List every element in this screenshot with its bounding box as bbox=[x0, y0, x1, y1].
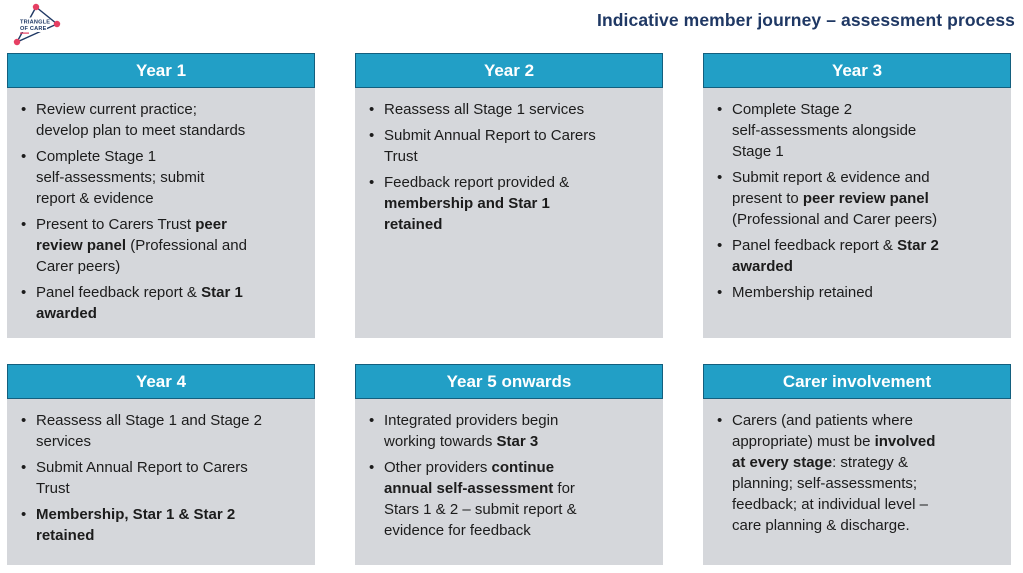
card-title: Year 2 bbox=[483, 60, 535, 80]
top-bar: TRIANGLE OF CARE Indicative member journ… bbox=[0, 0, 1023, 48]
card-title: Year 3 bbox=[831, 60, 883, 80]
card-body: Reassess all Stage 1 and Stage 2 service… bbox=[7, 399, 315, 565]
bullet-text-bold: membership and Star 1 retained bbox=[384, 195, 550, 233]
card-year-2: Year 2 Reassess all Stage 1 services Submi… bbox=[355, 53, 663, 338]
bullet-text-bold: involved at every stage bbox=[732, 433, 936, 471]
card-title: Year 5 onwards bbox=[446, 371, 572, 391]
card-year-3: Year 3 Complete Stage 2 self-assessments … bbox=[703, 53, 1011, 338]
card-header: Carer involvement bbox=[703, 364, 1011, 399]
bullet-item: Submit Annual Report to Carers Trust bbox=[365, 125, 653, 167]
logo-dot-right bbox=[53, 20, 61, 28]
bullet-text-bold: peer review panel bbox=[36, 216, 227, 254]
card-title: Carer involvement bbox=[782, 371, 932, 391]
bullet-item: Carers (and patients where appropriate) … bbox=[713, 410, 1001, 536]
bullet-item: Membership retained bbox=[713, 282, 1001, 303]
card-header: Year 1 bbox=[7, 53, 315, 88]
card-body: Review current practice; develop plan to… bbox=[7, 88, 315, 338]
bullet-text-bold: continue annual self-assessment bbox=[384, 459, 555, 497]
bullet-text: : strategy & planning; self-assessments;… bbox=[732, 454, 928, 534]
bullet-item: Feedback report provided & membership an… bbox=[365, 172, 653, 235]
bullet-text-bold: Star 2 awarded bbox=[732, 237, 939, 275]
bullet-text: Panel feedback report & bbox=[732, 237, 898, 254]
page-title: Indicative member journey – assessment p… bbox=[597, 10, 1015, 30]
card-year-1: Year 1 Review current practice; develop p… bbox=[7, 53, 315, 338]
card-header: Year 3 bbox=[703, 53, 1011, 88]
bullet-text: Reassess all Stage 1 and Stage 2 service… bbox=[36, 412, 262, 450]
card-header: Year 4 bbox=[7, 364, 315, 399]
card-body: Complete Stage 2 self-assessments alongs… bbox=[703, 88, 1011, 338]
bullet-text: Submit Annual Report to Carers Trust bbox=[384, 127, 596, 165]
card-body: Reassess all Stage 1 services Submit Annu… bbox=[355, 88, 663, 338]
card-carer-involvement: Carer involvement Carers (and patients wh… bbox=[703, 364, 1011, 565]
bullet-text: Other providers bbox=[384, 459, 492, 476]
logo-text-backplate bbox=[19, 17, 47, 32]
bullet-text: Present to Carers Trust bbox=[36, 216, 196, 233]
bullet-item: Submit report & evidence and present to … bbox=[713, 167, 1001, 230]
bullet-item: Reassess all Stage 1 services bbox=[365, 99, 653, 120]
logo-text-line1: TRIANGLE bbox=[20, 20, 50, 26]
logo-dot-bottom bbox=[13, 38, 21, 46]
bullet-text: Membership retained bbox=[732, 284, 873, 301]
bullet-item: Complete Stage 1 self-assessments; submi… bbox=[17, 146, 305, 209]
card-body: Integrated providers begin working towar… bbox=[355, 399, 663, 565]
bullet-text: Complete Stage 1 self-assessments; submi… bbox=[36, 148, 205, 207]
bullet-text: Integrated providers begin working towar… bbox=[384, 412, 559, 450]
card-year-5-onwards: Year 5 onwards Integrated providers begin… bbox=[355, 364, 663, 565]
bullet-text-bold: Star 1 awarded bbox=[36, 284, 243, 322]
cards-grid: Year 1 Review current practice; develop p… bbox=[7, 53, 1011, 565]
card-header: Year 2 bbox=[355, 53, 663, 88]
bullet-item: Membership, Star 1 & Star 2 retained bbox=[17, 504, 305, 546]
bullet-text: Submit report & evidence and present to bbox=[732, 169, 930, 207]
bullet-item: Present to Carers Trust peer review pane… bbox=[17, 214, 305, 277]
bullet-text: Reassess all Stage 1 services bbox=[384, 101, 585, 118]
bullet-text-bold: peer review panel bbox=[802, 190, 929, 207]
bullet-text: (Professional and Carer peers) bbox=[36, 237, 247, 275]
bullet-item: Submit Annual Report to Carers Trust bbox=[17, 457, 305, 499]
bullet-text: for Stars 1 & 2 – submit report & eviden… bbox=[384, 480, 577, 539]
bullet-text: Review current practice; develop plan to… bbox=[36, 101, 246, 139]
bullet-item: Panel feedback report & Star 1 awarded bbox=[17, 282, 305, 324]
bullet-text-bold: Membership, Star 1 & Star 2 retained bbox=[36, 506, 236, 544]
bullet-text: Panel feedback report & bbox=[36, 284, 202, 301]
card-body: Carers (and patients where appropriate) … bbox=[703, 399, 1011, 565]
bullet-item: Panel feedback report & Star 2 awarded bbox=[713, 235, 1001, 277]
card-year-4: Year 4 Reassess all Stage 1 and Stage 2 s… bbox=[7, 364, 315, 565]
card-title: Year 1 bbox=[135, 60, 187, 80]
bullet-item: Reassess all Stage 1 and Stage 2 service… bbox=[17, 410, 305, 452]
bullet-text: (Professional and Carer peers) bbox=[732, 211, 938, 228]
triangle-of-care-logo: TRIANGLE OF CARE bbox=[13, 3, 61, 46]
bullet-text: Complete Stage 2 self-assessments alongs… bbox=[732, 101, 917, 160]
logo-dot-top bbox=[32, 3, 40, 11]
logo-underline bbox=[20, 32, 29, 34]
bullet-item: Review current practice; develop plan to… bbox=[17, 99, 305, 141]
bullet-item: Integrated providers begin working towar… bbox=[365, 410, 653, 452]
logo-text-line2: OF CARE bbox=[20, 26, 47, 32]
bullet-text: Carers (and patients where appropriate) … bbox=[732, 412, 913, 450]
bullet-item: Other providers continue annual self-ass… bbox=[365, 457, 653, 541]
card-header: Year 5 onwards bbox=[355, 364, 663, 399]
bullet-item: Complete Stage 2 self-assessments alongs… bbox=[713, 99, 1001, 162]
card-title: Year 4 bbox=[135, 371, 187, 391]
bullet-text: Feedback report provided & bbox=[384, 174, 570, 191]
bullet-text-bold: Star 3 bbox=[496, 433, 539, 450]
bullet-text: Submit Annual Report to Carers Trust bbox=[36, 459, 248, 497]
